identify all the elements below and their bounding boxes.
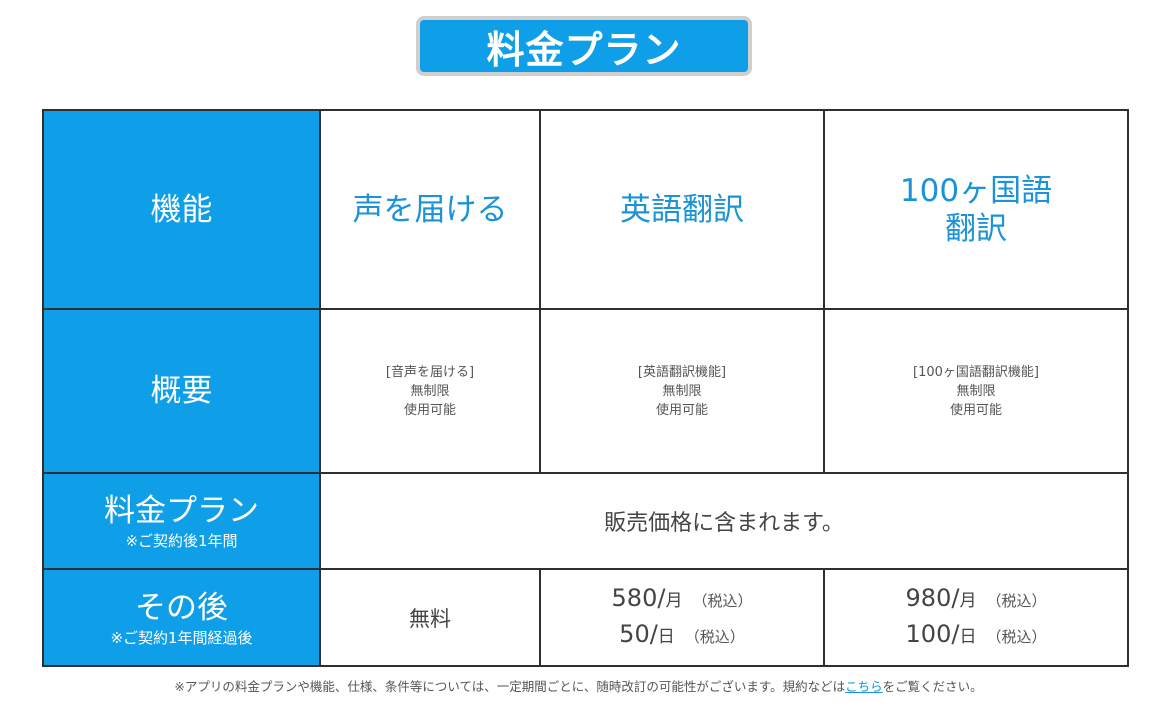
feature-cell-english: 英語翻訳 (539, 109, 825, 310)
after-price-english: 580/月 （税込） 50/日 （税込） (539, 568, 825, 667)
page-title-badge: 料金プラン (416, 16, 752, 76)
row-header-after: その後 ※ご契約1年間経過後 (42, 568, 321, 667)
terms-link[interactable]: こちら (845, 679, 883, 694)
summary-multilang: [100ヶ国語翻訳機能] 無制限 使用可能 (913, 364, 1039, 418)
feature-name-multilang: 100ヶ国語 翻訳 (899, 172, 1053, 247)
table-row-summary: 概要 [音声を届ける] 無制限 使用可能 [英語翻訳機能] 無制限 使用可能 [… (42, 308, 1129, 474)
plan-included-cell: 販売価格に含まれます。 (319, 472, 1129, 570)
table-row-function: 機能 声を届ける 英語翻訳 100ヶ国語 翻訳 (42, 109, 1129, 310)
feature-name-english: 英語翻訳 (620, 191, 744, 228)
table-row-plan: 料金プラン ※ご契約後1年間 販売価格に含まれます。 (42, 472, 1129, 570)
footnote: ※アプリの料金プランや機能、仕様、条件等については、一定期間ごとに、随時改訂の可… (0, 676, 1157, 695)
price-daily: 100/日 （税込） (905, 619, 1047, 648)
summary-cell-multilang: [100ヶ国語翻訳機能] 無制限 使用可能 (823, 308, 1129, 474)
row-header-function: 機能 (42, 109, 321, 310)
price-monthly: 980/月 （税込） (905, 583, 1047, 612)
row-header-plan: 料金プラン ※ご契約後1年間 (42, 472, 321, 570)
page-title: 料金プラン (486, 27, 682, 72)
table-row-after: その後 ※ご契約1年間経過後 無料 580/月 （税込） 50/日 （税込） 980… (42, 568, 1129, 667)
summary-cell-english: [英語翻訳機能] 無制限 使用可能 (539, 308, 825, 474)
row-header-summary: 概要 (42, 308, 321, 474)
footnote-text: ※アプリの料金プランや機能、仕様、条件等については、一定期間ごとに、随時改訂の可… (174, 679, 846, 694)
after-price-multilang: 980/月 （税込） 100/日 （税込） (823, 568, 1129, 667)
after-price-voice: 無料 (319, 568, 541, 667)
plan-note: ※ご契約後1年間 (125, 532, 238, 550)
after-note: ※ご契約1年間経過後 (110, 628, 253, 647)
price-daily: 50/日 （税込） (619, 619, 745, 648)
footnote-suffix: をご覧ください。 (882, 679, 983, 694)
feature-cell-multilang: 100ヶ国語 翻訳 (823, 109, 1129, 310)
free-label: 無料 (409, 606, 451, 631)
pricing-table: 機能 声を届ける 英語翻訳 100ヶ国語 翻訳 概要 [音声を届ける] 無制限 … (42, 109, 1129, 667)
price-monthly: 580/月 （税込） (611, 583, 753, 612)
summary-english: [英語翻訳機能] 無制限 使用可能 (637, 364, 727, 418)
feature-name-voice: 声を届ける (352, 191, 508, 228)
summary-voice: [音声を届ける] 無制限 使用可能 (385, 364, 475, 418)
plan-included-text: 販売価格に含まれます。 (604, 511, 844, 536)
feature-cell-voice: 声を届ける (319, 109, 541, 310)
summary-cell-voice: [音声を届ける] 無制限 使用可能 (319, 308, 541, 474)
